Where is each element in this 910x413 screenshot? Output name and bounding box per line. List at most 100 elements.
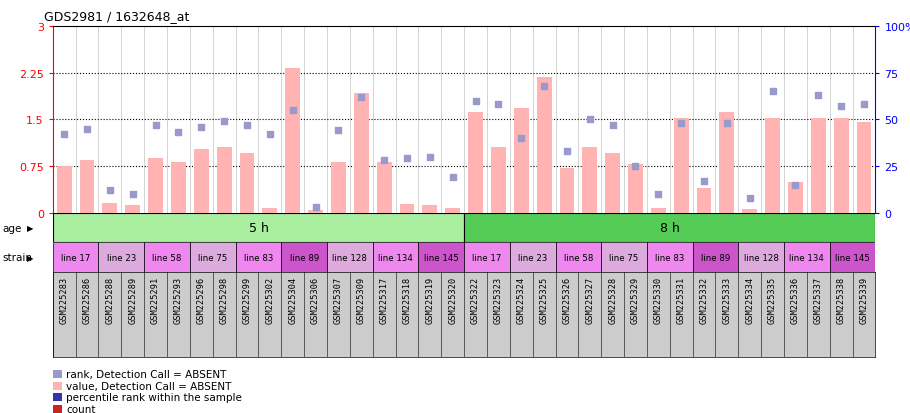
Bar	[743, 209, 757, 213]
Bar	[308, 211, 323, 213]
Text: GSM225322: GSM225322	[471, 276, 480, 323]
Point	[811, 93, 825, 99]
Text: line 75: line 75	[610, 253, 639, 262]
Bar	[856, 123, 872, 213]
Point	[605, 122, 620, 129]
Point	[469, 98, 483, 104]
Text: line 58: line 58	[152, 253, 182, 262]
Text: age: age	[3, 223, 22, 233]
Bar	[811, 119, 825, 213]
Bar	[693, 243, 738, 273]
Bar	[834, 119, 848, 213]
Text: GSM225330: GSM225330	[653, 276, 662, 323]
Bar	[262, 209, 278, 213]
Text: GSM225335: GSM225335	[768, 276, 777, 323]
Text: line 134: line 134	[379, 253, 413, 262]
Text: GSM225332: GSM225332	[700, 276, 709, 323]
Bar	[98, 243, 144, 273]
Bar	[464, 213, 875, 243]
Bar	[628, 165, 642, 213]
Text: GSM225293: GSM225293	[174, 276, 183, 323]
Bar	[491, 148, 506, 213]
Bar	[510, 243, 555, 273]
Point	[331, 128, 346, 135]
Text: line 128: line 128	[743, 253, 779, 262]
Point	[422, 154, 437, 161]
Point	[628, 163, 642, 170]
Point	[834, 104, 848, 110]
Bar	[468, 112, 483, 213]
Text: value, Detection Call = ABSENT: value, Detection Call = ABSENT	[66, 381, 232, 391]
Text: GSM225323: GSM225323	[494, 276, 503, 323]
Point	[148, 122, 163, 129]
Point	[582, 116, 597, 123]
Bar	[647, 243, 693, 273]
Text: line 89: line 89	[289, 253, 318, 262]
Text: GSM225291: GSM225291	[151, 276, 160, 323]
Bar	[144, 243, 190, 273]
Text: line 89: line 89	[701, 253, 730, 262]
Text: GSM225288: GSM225288	[106, 276, 115, 323]
Point	[239, 122, 254, 129]
Bar	[697, 188, 712, 213]
Bar	[53, 243, 98, 273]
Text: line 128: line 128	[332, 253, 368, 262]
Text: GSM225289: GSM225289	[128, 276, 137, 323]
Bar	[377, 162, 391, 213]
Text: line 23: line 23	[106, 253, 136, 262]
Point	[399, 156, 414, 162]
Text: GSM225339: GSM225339	[859, 276, 868, 323]
Bar	[765, 119, 780, 213]
Bar	[281, 243, 327, 273]
Point	[217, 119, 231, 125]
Text: line 145: line 145	[424, 253, 459, 262]
Bar	[830, 243, 875, 273]
Point	[788, 182, 803, 188]
Bar	[148, 159, 163, 213]
Point	[674, 121, 689, 127]
Text: GSM225302: GSM225302	[266, 276, 275, 323]
Point	[308, 204, 323, 211]
Point	[765, 89, 780, 95]
Text: GSM225309: GSM225309	[357, 276, 366, 323]
Text: count: count	[66, 404, 96, 413]
Bar	[286, 69, 300, 213]
Bar	[327, 243, 373, 273]
Text: line 75: line 75	[198, 253, 228, 262]
Text: GSM225333: GSM225333	[723, 276, 732, 323]
Text: GSM225286: GSM225286	[83, 276, 92, 323]
Point	[103, 188, 117, 194]
Text: GSM225298: GSM225298	[219, 276, 228, 323]
Text: rank, Detection Call = ABSENT: rank, Detection Call = ABSENT	[66, 369, 227, 379]
Point	[445, 174, 460, 181]
Text: GDS2981 / 1632648_at: GDS2981 / 1632648_at	[44, 10, 189, 23]
Bar	[190, 243, 236, 273]
Text: GSM225338: GSM225338	[836, 276, 845, 323]
Point	[354, 94, 369, 101]
Bar	[784, 243, 830, 273]
Text: 8 h: 8 h	[660, 221, 680, 235]
Text: GSM225296: GSM225296	[197, 276, 206, 323]
Point	[491, 102, 506, 108]
Text: line 134: line 134	[790, 253, 824, 262]
Text: GSM225331: GSM225331	[677, 276, 686, 323]
Point	[651, 191, 665, 198]
Text: GSM225320: GSM225320	[448, 276, 457, 323]
Bar	[217, 148, 231, 213]
Text: GSM225337: GSM225337	[814, 276, 823, 323]
Text: ▶: ▶	[27, 253, 34, 262]
Text: GSM225307: GSM225307	[334, 276, 343, 323]
Text: GSM225328: GSM225328	[608, 276, 617, 323]
Text: GSM225317: GSM225317	[379, 276, 389, 323]
Text: line 17: line 17	[472, 253, 501, 262]
Point	[171, 130, 186, 136]
Point	[194, 124, 208, 131]
Point	[697, 178, 712, 185]
Text: 5 h: 5 h	[248, 221, 268, 235]
Point	[514, 135, 529, 142]
Bar	[464, 243, 510, 273]
Bar	[354, 94, 369, 213]
Text: strain: strain	[3, 253, 33, 263]
Point	[286, 107, 300, 114]
Bar	[399, 204, 414, 213]
